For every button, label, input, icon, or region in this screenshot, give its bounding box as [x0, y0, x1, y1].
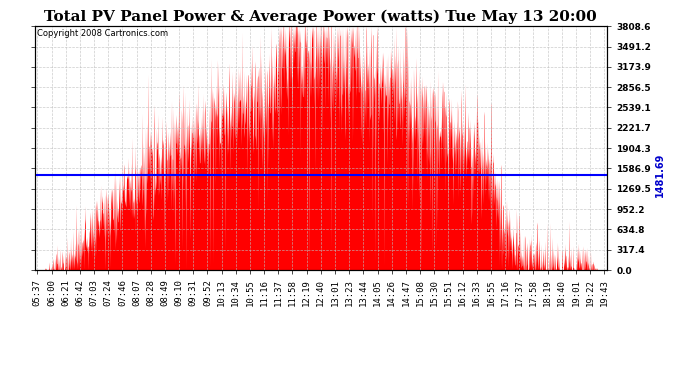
Text: Copyright 2008 Cartronics.com: Copyright 2008 Cartronics.com: [37, 29, 168, 38]
Text: 1481.69: 1481.69: [655, 153, 665, 197]
Title: Total PV Panel Power & Average Power (watts) Tue May 13 20:00: Total PV Panel Power & Average Power (wa…: [44, 9, 598, 24]
